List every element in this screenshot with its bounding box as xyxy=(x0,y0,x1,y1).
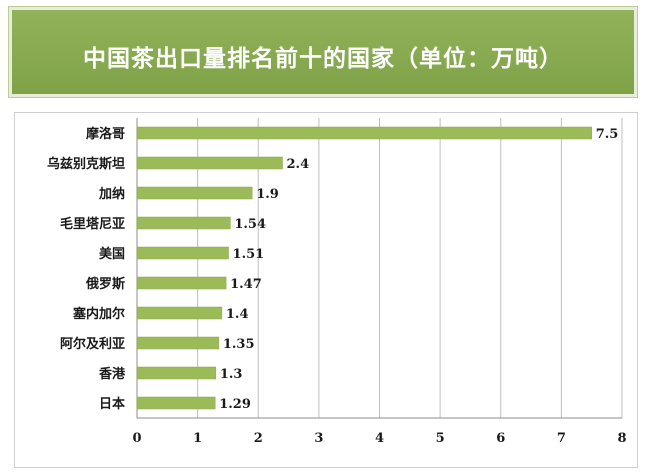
category-label: 香港 xyxy=(98,366,126,382)
value-label: 1.47 xyxy=(230,277,262,292)
value-labels: 7.5 2.4 1.9 1.54 1.51 1.47 1.4 1.35 1.3 1.29 xyxy=(219,127,618,412)
bar xyxy=(136,366,217,380)
bars xyxy=(136,126,592,410)
x-tick-label: 5 xyxy=(436,431,445,446)
value-label: 1.4 xyxy=(226,307,249,322)
category-label: 毛里塔尼亚 xyxy=(60,216,125,232)
x-tick-label: 3 xyxy=(314,431,323,446)
title-banner: 中国茶出口量排名前十的国家（单位：万吨） xyxy=(8,6,638,98)
value-label: 1.54 xyxy=(234,217,266,232)
category-label: 乌兹别克斯坦 xyxy=(47,156,125,172)
chart-frame xyxy=(14,112,638,468)
x-tick-label: 2 xyxy=(254,431,263,446)
value-label: 1.35 xyxy=(223,337,255,352)
x-tick-label: 7 xyxy=(557,431,566,446)
x-tick-label: 4 xyxy=(375,431,384,446)
bar xyxy=(136,126,592,140)
value-label: 7.5 xyxy=(596,127,619,142)
value-label: 2.4 xyxy=(287,157,310,172)
x-tick-label: 6 xyxy=(496,431,505,446)
category-label: 摩洛哥 xyxy=(86,126,125,142)
bar xyxy=(136,336,220,350)
x-axis-ticks: 0 1 2 3 4 5 6 7 8 xyxy=(132,431,626,446)
value-label: 1.51 xyxy=(233,247,265,262)
value-label: 1.3 xyxy=(220,367,243,382)
category-label: 俄罗斯 xyxy=(85,276,125,292)
value-label: 1.29 xyxy=(219,397,251,412)
bar xyxy=(136,396,216,410)
category-label: 美国 xyxy=(99,246,125,262)
chart-title: 中国茶出口量排名前十的国家（单位：万吨） xyxy=(83,46,563,72)
x-tick-label: 0 xyxy=(132,431,141,446)
category-label: 日本 xyxy=(99,396,125,412)
bar xyxy=(136,246,229,260)
x-tick-label: 8 xyxy=(617,431,626,446)
bar xyxy=(136,216,231,230)
bar xyxy=(136,156,283,170)
value-label: 1.9 xyxy=(256,187,279,202)
bar xyxy=(136,276,227,290)
category-label: 加纳 xyxy=(98,186,125,202)
x-tick-label: 1 xyxy=(193,431,202,446)
category-label: 阿尔及利亚 xyxy=(60,336,125,352)
bar xyxy=(136,306,223,320)
bar xyxy=(136,186,253,200)
category-label: 塞内加尔 xyxy=(73,306,125,322)
